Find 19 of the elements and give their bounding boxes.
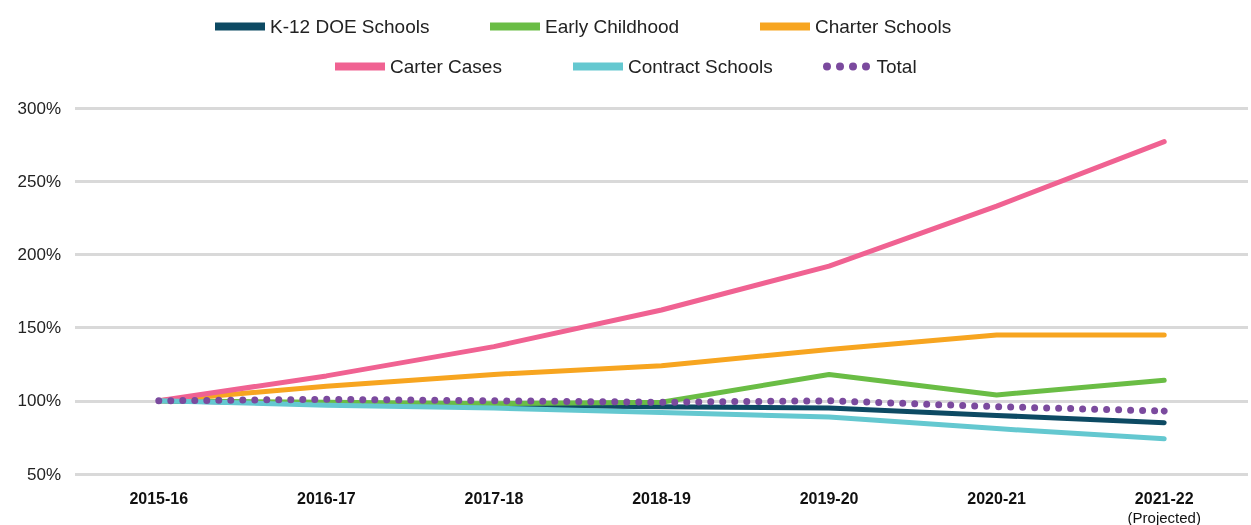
x-tick-label: 2019-20 [799, 489, 859, 507]
y-tick-label: 200% [17, 244, 61, 264]
y-tick-label: 250% [17, 171, 61, 191]
x-tick-label: 2017-18 [464, 489, 524, 507]
x-tick-label: 2016-17 [297, 489, 356, 507]
legend-label: Early Childhood [545, 16, 680, 37]
legend-label: Carter Cases [390, 56, 502, 77]
legend-label: K-12 DOE Schools [270, 16, 430, 37]
x-tick-label: 2015-16 [129, 489, 189, 507]
x-tick-label: 2020-21 [967, 489, 1027, 507]
y-tick-label: 300% [17, 98, 61, 118]
legend-label: Charter Schools [815, 16, 952, 37]
x-tick-label: 2018-19 [632, 489, 691, 507]
y-tick-label: 50% [26, 464, 61, 484]
x-tick-label: 2021-22 (Projected) [1127, 489, 1201, 525]
legend-label: Contract Schools [628, 56, 773, 77]
legend-label: Total [876, 56, 917, 77]
y-tick-label: 150% [17, 318, 61, 338]
y-tick-label: 100% [17, 391, 61, 411]
